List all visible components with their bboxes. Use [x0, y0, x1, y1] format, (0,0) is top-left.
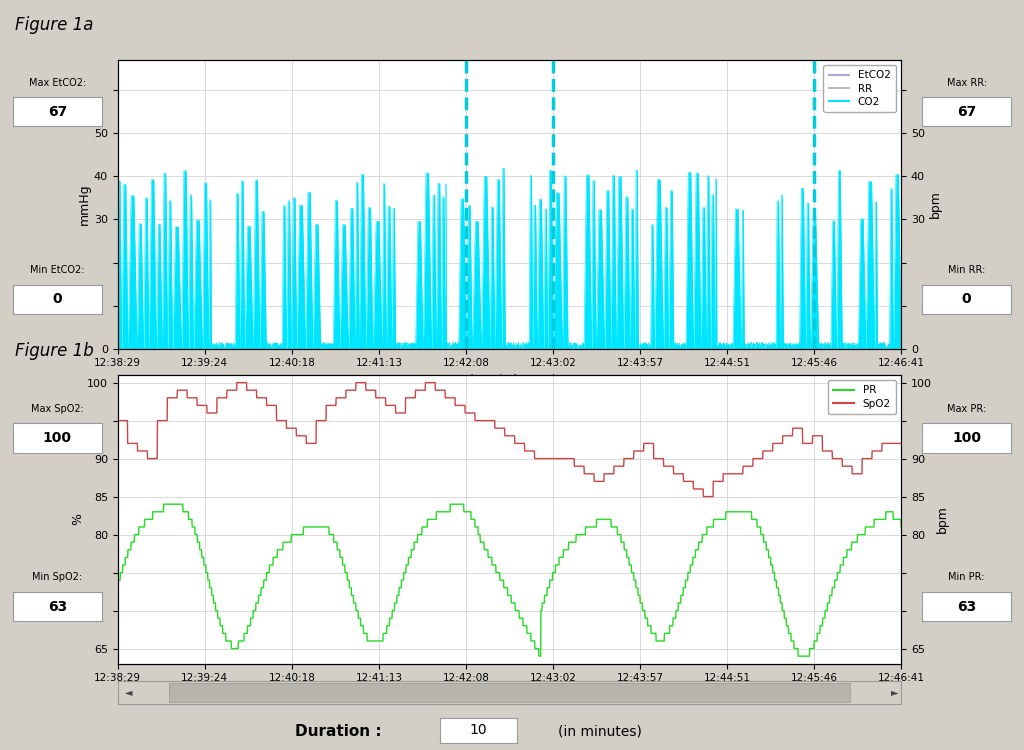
Text: Figure 1a: Figure 1a — [15, 16, 94, 34]
Text: Duration :: Duration : — [295, 724, 381, 739]
Text: 67: 67 — [957, 105, 976, 118]
Y-axis label: bpm: bpm — [929, 190, 942, 218]
Text: Min EtCO2:: Min EtCO2: — [30, 265, 85, 275]
Text: ►: ► — [891, 687, 899, 698]
Text: 10: 10 — [470, 723, 487, 737]
Y-axis label: bpm: bpm — [936, 506, 949, 533]
Text: Max SpO2:: Max SpO2: — [31, 404, 84, 414]
Text: Max PR:: Max PR: — [947, 404, 986, 414]
X-axis label: Time (Minutes): Time (Minutes) — [463, 374, 556, 387]
Text: 63: 63 — [957, 600, 976, 613]
Text: Max RR:: Max RR: — [946, 77, 987, 88]
X-axis label: Time (Minutes): Time (Minutes) — [463, 689, 556, 702]
Y-axis label: mmHg: mmHg — [78, 184, 91, 225]
Text: Max EtCO2:: Max EtCO2: — [29, 77, 86, 88]
Text: 0: 0 — [52, 292, 62, 306]
Legend: PR, SpO2: PR, SpO2 — [828, 380, 896, 414]
Text: Min PR:: Min PR: — [948, 572, 985, 583]
Text: 0: 0 — [962, 292, 972, 306]
Y-axis label: %: % — [72, 513, 84, 525]
Text: Min SpO2:: Min SpO2: — [33, 572, 82, 583]
Text: 100: 100 — [43, 431, 72, 445]
Text: 67: 67 — [48, 105, 67, 118]
Text: ◄: ◄ — [125, 687, 133, 698]
Text: Min RR:: Min RR: — [948, 265, 985, 275]
Text: Figure 1b: Figure 1b — [15, 342, 94, 360]
Text: (in minutes): (in minutes) — [558, 724, 642, 738]
Text: 63: 63 — [48, 600, 67, 613]
Text: 100: 100 — [952, 431, 981, 445]
Legend: EtCO2, RR, CO2: EtCO2, RR, CO2 — [823, 65, 896, 112]
